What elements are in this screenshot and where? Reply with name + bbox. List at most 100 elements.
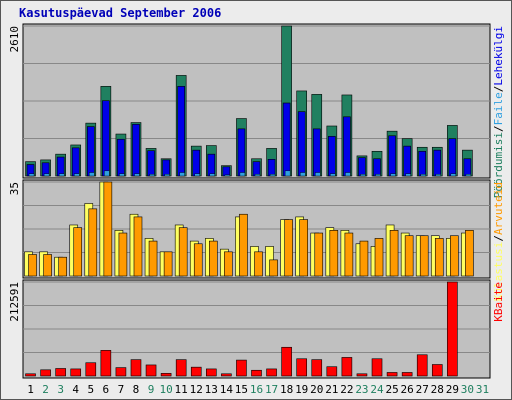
bar-visitors <box>193 243 203 277</box>
bar-files <box>58 173 65 177</box>
bar-kbytes <box>100 350 112 377</box>
legend-separator: / <box>492 235 505 242</box>
legend-separator: / <box>492 125 505 132</box>
bar-pages <box>373 158 381 177</box>
x-tick-label: 16 <box>250 383 263 396</box>
bar-pages <box>177 86 185 177</box>
x-tick-label: 29 <box>446 383 459 396</box>
legend-entry: Pöördumisi <box>492 132 505 198</box>
bar-kbytes <box>175 359 187 377</box>
x-tick-label: 7 <box>118 383 125 396</box>
x-tick-label: 21 <box>325 383 338 396</box>
bar-visitors <box>314 232 324 277</box>
bar-files <box>224 174 231 177</box>
x-tick-label: 6 <box>103 383 110 396</box>
bar-visitors <box>284 219 293 277</box>
bar-files <box>179 172 185 177</box>
bar-visitors <box>389 230 399 277</box>
legend-entry: KBaite <box>492 282 505 322</box>
legend-entry: Lehekülgi <box>492 26 505 86</box>
x-tick-label: 20 <box>310 383 323 396</box>
bar-files <box>435 174 441 177</box>
y-max-label: 212591 <box>8 282 21 322</box>
bar-pages <box>162 159 170 177</box>
bar-visitors <box>344 232 354 277</box>
x-tick-label: 13 <box>205 383 218 396</box>
bar-files <box>269 174 276 177</box>
bar-visitors <box>88 208 98 277</box>
bar-pages <box>282 102 291 177</box>
x-tick-label: 2 <box>42 383 49 396</box>
bar-kbytes <box>431 364 443 377</box>
bar-visitors <box>450 235 459 277</box>
bar-kbytes <box>190 366 202 377</box>
bar-pages <box>358 157 366 177</box>
bar-pages <box>117 138 125 177</box>
bar-pages <box>403 145 411 177</box>
bar-pages <box>343 116 351 177</box>
bar-files <box>254 174 261 177</box>
bar-visitors <box>209 240 218 277</box>
bar-pages <box>433 149 442 177</box>
bar-files <box>345 172 351 177</box>
bar-files <box>375 174 381 177</box>
bar-kbytes <box>206 368 217 377</box>
x-tick-label: 1 <box>27 383 34 396</box>
bar-visitors <box>103 181 113 277</box>
bar-kbytes <box>326 366 338 377</box>
bar-visitors <box>73 227 83 277</box>
bar-visitors <box>404 235 414 277</box>
x-tick-label: 15 <box>235 383 248 396</box>
bar-kbytes <box>296 358 307 377</box>
bar-files <box>465 174 472 177</box>
chart-title: Kasutuspäevad September 2006 <box>19 6 222 20</box>
bar-kbytes <box>341 357 353 377</box>
bar-files <box>239 172 246 177</box>
bar-kbytes <box>85 362 97 377</box>
bar-files <box>74 173 80 177</box>
bar-pages <box>192 149 201 177</box>
bar-kbytes <box>251 369 262 377</box>
y-max-label: 2610 <box>8 26 21 53</box>
x-tick-label: 31 <box>476 383 489 396</box>
bar-visitors <box>269 259 278 277</box>
x-tick-label: 3 <box>57 383 64 396</box>
bar-kbytes <box>386 372 398 377</box>
bar-pages <box>267 159 276 177</box>
x-tick-label: 18 <box>280 383 293 396</box>
panel-2: 35 Külastusi/Arvuteid <box>8 179 505 301</box>
legend-entry: Külastusi <box>492 242 505 302</box>
bar-visitors <box>43 254 52 277</box>
bar-files <box>164 174 170 177</box>
bar-files <box>360 174 366 177</box>
bar-files <box>330 173 336 177</box>
y-max-label: 35 <box>8 182 21 195</box>
bar-pages <box>86 126 95 177</box>
legend: Külastusi/Arvuteid <box>492 182 505 301</box>
bar-files <box>194 173 200 177</box>
bar-pages <box>463 158 472 177</box>
bar-kbytes <box>160 373 172 377</box>
x-tick-label: 8 <box>133 383 140 396</box>
bar-pages <box>102 100 110 177</box>
x-tick-label: 14 <box>220 383 234 396</box>
bar-pages <box>222 166 231 177</box>
bar-pages <box>71 147 80 177</box>
bar-files <box>149 174 155 177</box>
bar-visitors <box>374 238 384 277</box>
bar-visitors <box>224 251 233 277</box>
x-tick-label: 9 <box>148 383 155 396</box>
bar-files <box>299 172 306 177</box>
bar-kbytes <box>40 369 51 377</box>
bar-visitors <box>419 235 429 277</box>
x-tick-label: 12 <box>190 383 203 396</box>
legend: KBaite <box>492 282 505 322</box>
bar-kbytes <box>281 346 292 377</box>
bar-pages <box>328 136 336 177</box>
bar-kbytes <box>55 368 66 377</box>
x-tick-label: 30 <box>461 383 474 396</box>
bar-visitors <box>178 227 188 277</box>
bar-files <box>209 173 216 177</box>
bar-pages <box>56 156 65 177</box>
